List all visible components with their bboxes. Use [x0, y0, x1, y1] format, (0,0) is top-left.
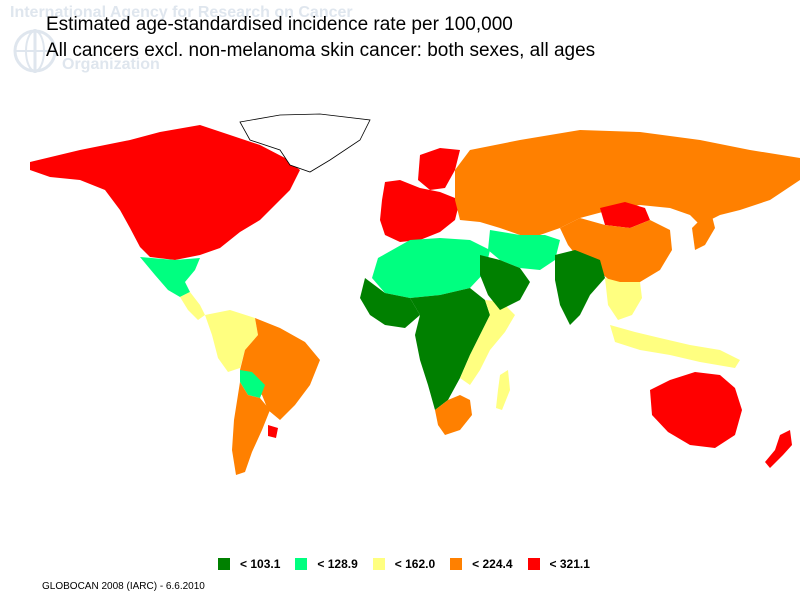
- region-mongolia: [600, 202, 650, 228]
- map-title: Estimated age-standardised incidence rat…: [46, 12, 595, 64]
- legend-item: < 162.0: [372, 557, 436, 571]
- map-legend: < 103.1 < 128.9 < 162.0 < 224.4 < 321.1: [218, 554, 605, 574]
- region-middle-east: [488, 230, 560, 270]
- legend-item: < 103.1: [218, 557, 280, 571]
- legend-label: < 128.9: [317, 557, 358, 571]
- legend-swatch: [450, 558, 463, 570]
- legend-label: < 321.1: [549, 557, 590, 571]
- region-greenland: [239, 113, 371, 173]
- region-china: [560, 218, 672, 285]
- region-russia-central-asia: [455, 130, 800, 235]
- region-southeast-asia: [605, 278, 642, 320]
- region-western-europe: [380, 180, 460, 242]
- region-east-africa: [460, 300, 515, 385]
- legend-item: < 224.4: [450, 557, 513, 571]
- region-brazil: [240, 318, 320, 420]
- iarc-watermark: International Agency for Research on Can…: [10, 4, 353, 76]
- region-argentina: [232, 382, 270, 475]
- title-line2: All cancers excl. non-melanoma skin canc…: [46, 40, 596, 61]
- legend-swatch: [218, 558, 230, 570]
- region-uruguay: [268, 425, 278, 438]
- region-west-africa: [360, 278, 420, 328]
- region-arabia: [480, 255, 530, 310]
- who-emblem-icon: [13, 29, 57, 73]
- region-central-america: [180, 292, 205, 320]
- region-madagascar: [496, 370, 510, 410]
- legend-item: < 321.1: [527, 557, 590, 571]
- watermark-text-line2: Organization: [62, 56, 160, 73]
- legend-label: < 103.1: [240, 557, 281, 571]
- region-central-africa: [410, 288, 490, 410]
- region-scandinavia: [418, 148, 460, 190]
- legend-swatch: [372, 558, 385, 570]
- region-japan: [692, 216, 715, 250]
- region-indonesia: [610, 325, 740, 368]
- legend-item: < 128.9: [295, 557, 358, 571]
- region-mexico: [140, 257, 200, 297]
- world-map: [30, 113, 800, 475]
- watermark-text-line1: International Agency for Research on Can…: [10, 4, 353, 21]
- region-south-america-north: [205, 310, 258, 372]
- region-india: [555, 250, 605, 325]
- region-north-america: [30, 125, 300, 260]
- legend-label: < 224.4: [472, 557, 513, 571]
- legend-swatch: [295, 558, 308, 570]
- title-line1: Estimated age-standardised incidence rat…: [46, 14, 513, 35]
- region-bolivia: [240, 370, 265, 398]
- source-footer: GLOBOCAN 2008 (IARC) - 6.6.2010: [42, 581, 205, 592]
- legend-label: < 162.0: [394, 557, 436, 571]
- region-north-africa: [372, 238, 490, 298]
- region-new-zealand: [765, 430, 792, 468]
- legend-swatch: [527, 558, 540, 570]
- region-australia: [650, 372, 742, 448]
- region-southern-africa: [435, 395, 472, 435]
